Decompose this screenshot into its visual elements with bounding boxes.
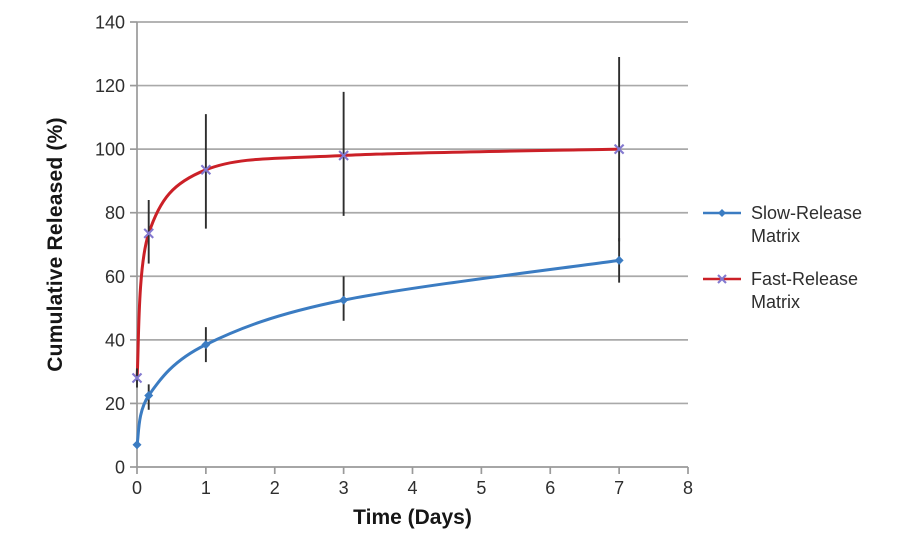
- x-axis-title: Time (Days): [353, 506, 472, 529]
- line-slow-release-matrix: [135, 258, 621, 447]
- y-tick-label: 120: [95, 76, 125, 96]
- markers-slow-release-matrix: [132, 255, 624, 450]
- legend-label-fast-release: Fast-Release Matrix: [751, 269, 859, 312]
- data-point-marker: [201, 340, 211, 350]
- legend-item-slow-release: Slow-Release Matrix: [702, 202, 871, 248]
- y-tick-label: 100: [95, 140, 125, 160]
- legend: Slow-Release Matrix Fast-Release Matrix: [702, 202, 871, 314]
- y-tick-label: 0: [115, 458, 125, 478]
- x-tick-label: 3: [339, 478, 349, 498]
- y-axis-title: Cumulative Released (%): [44, 117, 67, 372]
- x-tick-label: 7: [614, 478, 624, 498]
- x-tick-label: 1: [201, 478, 211, 498]
- data-point-marker: [144, 390, 154, 400]
- x-tick-label: 2: [270, 478, 280, 498]
- axes: [136, 22, 688, 468]
- legend-label-slow-release: Slow-Release Matrix: [751, 203, 863, 246]
- data-point-marker: [614, 255, 624, 265]
- y-tick-label: 40: [105, 330, 125, 350]
- y-axis-ticks: 0 20 40 60 80 100 120 140: [95, 13, 137, 478]
- fast-release-line-icon: [703, 274, 741, 284]
- line-fast-release-matrix: [135, 147, 621, 380]
- y-tick-label: 20: [105, 394, 125, 414]
- error-bars-slow-release-matrix: [147, 238, 621, 410]
- x-tick-label: 6: [545, 478, 555, 498]
- h-gridlines: [137, 21, 688, 405]
- x-tick-label: 8: [683, 478, 693, 498]
- x-tick-label: 5: [476, 478, 486, 498]
- data-point-marker: [132, 440, 142, 450]
- data-point-marker: [718, 209, 726, 217]
- markers-fast-release-matrix: [131, 143, 625, 384]
- y-tick-label: 60: [105, 267, 125, 287]
- y-tick-label: 140: [95, 13, 125, 33]
- slow-release-line-icon: [703, 209, 741, 217]
- data-point-marker: [339, 295, 349, 305]
- error-bars-fast-release-matrix: [136, 56, 621, 388]
- x-tick-label: 4: [407, 478, 417, 498]
- x-tick-label: 0: [132, 478, 142, 498]
- legend-item-fast-release: Fast-Release Matrix: [702, 268, 871, 314]
- x-axis-ticks: 0 1 2 3 4 5 6 7 8: [132, 467, 693, 498]
- y-tick-label: 80: [105, 203, 125, 223]
